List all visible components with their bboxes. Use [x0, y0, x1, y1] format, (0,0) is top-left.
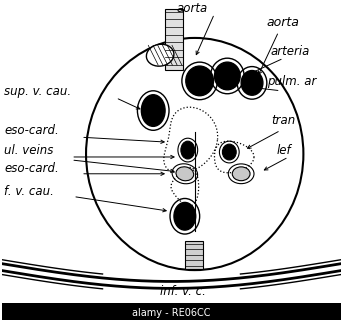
- Text: tran: tran: [271, 114, 295, 127]
- Ellipse shape: [176, 167, 194, 181]
- Ellipse shape: [232, 167, 250, 181]
- Text: pulm. ar: pulm. ar: [267, 75, 316, 88]
- Ellipse shape: [214, 62, 240, 90]
- Text: sup. v. cau.: sup. v. cau.: [4, 85, 71, 98]
- Text: f. v. cau.: f. v. cau.: [4, 185, 54, 197]
- Text: arteria: arteria: [271, 45, 310, 58]
- Text: eso-card.: eso-card.: [4, 162, 59, 175]
- Text: aorta: aorta: [176, 2, 208, 15]
- Ellipse shape: [241, 70, 263, 95]
- Text: aorta: aorta: [267, 16, 300, 28]
- Bar: [165, 9, 183, 70]
- Ellipse shape: [222, 144, 236, 160]
- Text: eso-card.: eso-card.: [4, 124, 59, 137]
- Bar: [2, 303, 341, 320]
- Ellipse shape: [141, 95, 165, 126]
- Text: lef: lef: [277, 144, 291, 157]
- Ellipse shape: [181, 141, 195, 159]
- Ellipse shape: [186, 66, 213, 96]
- Text: alamy - RE06CC: alamy - RE06CC: [132, 308, 210, 318]
- Text: ul. veins: ul. veins: [4, 144, 54, 157]
- Text: inf. v. c.: inf. v. c.: [160, 285, 206, 298]
- Ellipse shape: [174, 203, 196, 230]
- Bar: [185, 241, 203, 268]
- Ellipse shape: [146, 44, 174, 66]
